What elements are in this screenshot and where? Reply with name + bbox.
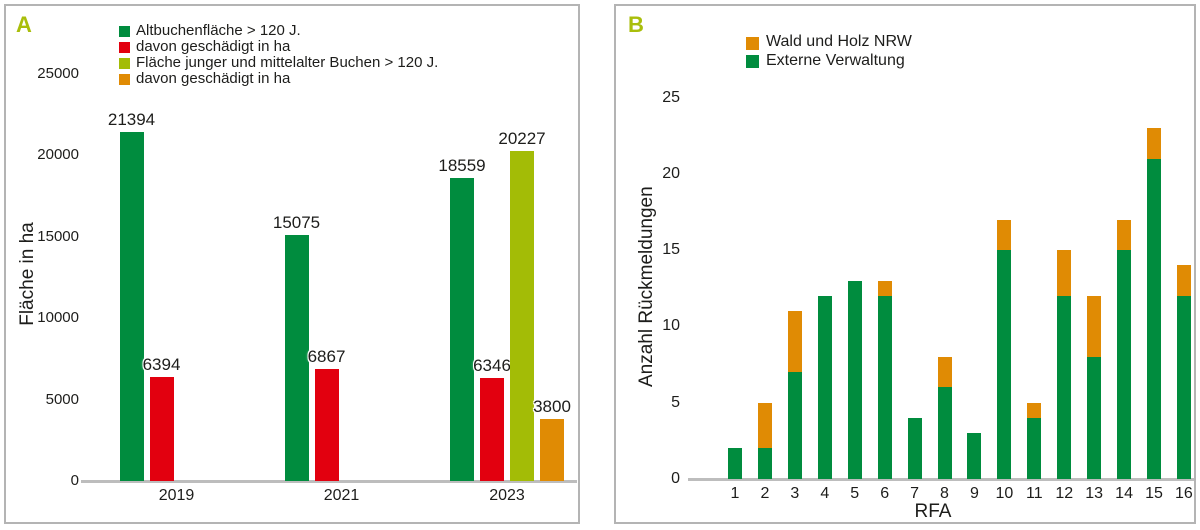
bar-segment-green-rfa10 [997, 250, 1012, 479]
bar-segment-orange-rfa3 [787, 311, 802, 373]
bar-value-label: 18559 [438, 156, 486, 176]
bar-value-label: 6867 [307, 347, 346, 367]
x-axis-category-label: 14 [1115, 485, 1133, 502]
bar-value-label: 21394 [107, 110, 156, 130]
bar-value-label: 6394 [142, 354, 181, 374]
bar-segment-green-rfa16 [1176, 295, 1191, 479]
x-axis-category-label: 1 [730, 485, 740, 502]
y-axis-tick-label: 20000 [37, 146, 79, 163]
bar-segment-green-rfa4 [817, 295, 832, 479]
x-axis-category-label: 6 [880, 485, 890, 502]
x-axis-category-label: 2 [760, 485, 770, 502]
legend-swatch-green [119, 26, 130, 37]
x-axis-category-label: 2023 [489, 487, 525, 504]
bar-segment-green-rfa9 [967, 433, 982, 479]
bar-value-label: 6346 [473, 355, 511, 375]
bar-segment-orange-rfa14 [1117, 219, 1132, 251]
legend-swatch-yellow_green [119, 58, 130, 69]
bar-segment-green-rfa11 [1027, 417, 1042, 479]
legend-label: davon geschädigt in ha [136, 38, 291, 56]
bar-segment-orange-rfa15 [1147, 128, 1162, 159]
bar-segment-orange-rfa11 [1027, 402, 1042, 418]
x-axis-category-label: 10 [995, 485, 1014, 502]
panel-a-letter: A [16, 12, 32, 37]
panel-a-plot-area: 0 5000 10000 15000 20000 25000 21394 15075 18559… [6, 6, 578, 522]
legend-swatch-orange [119, 74, 130, 85]
y-axis-tick-label: 25000 [37, 64, 79, 82]
panel-b: B Wald und Holz NRW Externe Verwaltung An… [614, 4, 1196, 524]
bar-segment-orange-rfa8 [937, 356, 952, 388]
y-axis-tick-label: 10000 [37, 309, 79, 326]
panel-b-letter: B [628, 12, 644, 37]
bar-segment-green-rfa3 [787, 372, 802, 479]
legend-label: Wald und Holz NRW [766, 33, 912, 51]
bar-segment-orange-rfa12 [1057, 250, 1072, 296]
bar-segment-orange-rfa13 [1087, 295, 1102, 357]
bar-segment-green-rfa7 [907, 417, 922, 479]
x-axis-category-label: 16 [1175, 485, 1193, 502]
bar-segment-orange-rfa10 [997, 219, 1012, 251]
bar-yellow_green-2023 [510, 151, 534, 481]
bar-segment-green-rfa8 [937, 387, 952, 479]
panel-b-plot-area: 0 5 10 15 20 25 1 2 3 4 5 6 7 8 9 10 11 12 13 14 15 16 [616, 6, 1194, 522]
x-axis-category-label: 11 [1025, 485, 1043, 502]
x-axis-category-label: 3 [790, 485, 800, 502]
legend-label: Altbuchenfläche > 120 J. [136, 22, 301, 40]
bar-segment-orange-rfa16 [1176, 265, 1191, 296]
bar-segment-green-rfa14 [1117, 250, 1132, 479]
x-axis-category-label: 12 [1055, 485, 1074, 502]
bar-segment-orange-rfa6 [877, 280, 892, 296]
x-axis-category-label: 15 [1145, 485, 1163, 502]
bar-orange-2023 [540, 419, 564, 481]
bar-segment-green-rfa2 [757, 448, 772, 479]
x-axis-category-label: 7 [910, 485, 920, 502]
x-axis-line [81, 480, 577, 483]
y-axis-tick-label: 15000 [37, 227, 79, 245]
bar-value-label: 3800 [533, 397, 571, 417]
y-axis-tick-label: 25 [662, 88, 680, 106]
x-axis-category-label: 9 [969, 485, 979, 502]
y-axis-tick-label: 5000 [45, 390, 79, 408]
legend-swatch-red [119, 42, 130, 53]
bar-green-2019 [119, 132, 144, 481]
bar-segment-green-rfa15 [1147, 158, 1162, 479]
bar-green-2023 [450, 178, 474, 481]
bar-value-label: 15075 [272, 213, 321, 233]
bar-segment-orange-rfa2 [757, 402, 772, 449]
bar-red-2019 [149, 376, 174, 481]
bar-segment-green-rfa12 [1057, 295, 1072, 479]
x-axis-category-label: 4 [820, 485, 830, 502]
x-axis-category-label: 13 [1085, 485, 1104, 502]
legend-label: davon geschädigt in ha [136, 70, 291, 88]
panel-b-x-axis-title: RFA [914, 501, 952, 522]
bar-value-label: 20227 [498, 129, 546, 149]
y-axis-tick-label: 15 [662, 241, 680, 259]
bar-segment-green-rfa6 [877, 295, 892, 479]
panel-a: A Altbuchenfläche > 120 J. davon geschädi… [4, 4, 580, 524]
x-axis-line [688, 478, 1194, 481]
legend-label: Fläche junger und mittelalter Buchen > 1… [136, 54, 439, 72]
y-axis-tick-label: 20 [662, 164, 680, 182]
bar-red-2021 [314, 369, 339, 481]
y-axis-tick-label: 5 [671, 393, 680, 411]
legend-swatch-green [746, 55, 759, 68]
y-axis-tick-label: 10 [662, 317, 680, 335]
bar-green-2021 [284, 235, 309, 481]
legend-label: Externe Verwaltung [766, 51, 905, 69]
x-axis-category-label: 2021 [323, 487, 360, 504]
bar-red-2023 [480, 377, 504, 481]
bar-segment-green-rfa1 [728, 448, 742, 479]
y-axis-tick-label: 0 [70, 472, 79, 489]
y-axis-tick-label: 0 [671, 470, 680, 487]
x-axis-category-label: 5 [850, 485, 860, 502]
bar-segment-green-rfa5 [847, 280, 862, 479]
x-axis-category-label: 2019 [158, 487, 195, 504]
legend-swatch-orange [746, 36, 759, 50]
bar-segment-green-rfa13 [1087, 356, 1102, 479]
x-axis-category-label: 8 [940, 485, 949, 502]
